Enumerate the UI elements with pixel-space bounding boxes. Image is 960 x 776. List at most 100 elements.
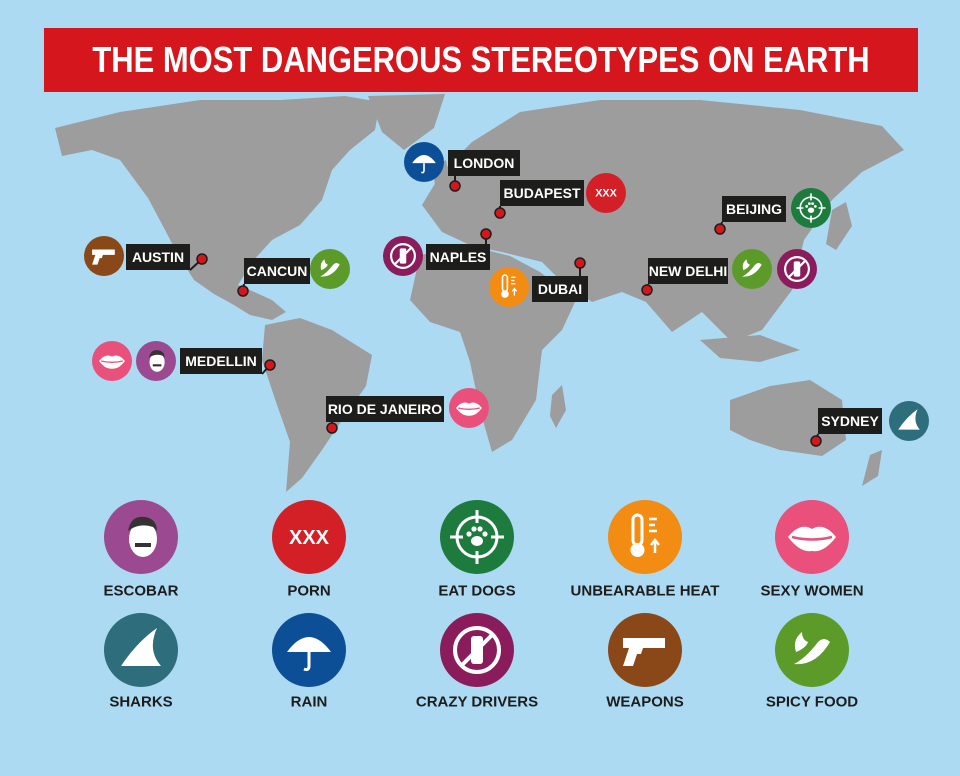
stereotype-icon [889,401,929,441]
toe [813,204,817,208]
hair [128,516,157,531]
stereotype-icon [489,267,529,307]
face [149,352,165,372]
legend-label: PORN [287,583,330,600]
city-label-box [722,196,786,222]
legend-label: EAT DOGS [438,583,515,600]
handle [303,652,311,672]
stereotype-icon [136,341,176,381]
stereotype-icon [383,236,423,276]
title-banner [44,28,918,92]
fin [121,628,161,666]
toe [805,204,809,208]
legend-label: SEXY WOMEN [760,583,863,600]
no-slash [393,246,413,266]
city-dot [326,422,338,434]
city-label-box [326,396,444,422]
no-slash [787,259,807,279]
city-label: RIO DE JANEIRO [328,401,442,417]
no-slash [459,632,495,668]
legend-label: RAIN [291,694,328,711]
city-dot [641,284,653,296]
legend-label: CRAZY DRIVERS [416,694,538,711]
icon-circle [586,173,626,213]
north-america [55,96,380,320]
toe [471,526,477,532]
legend-label: SHARKS [109,694,172,711]
stereotype-icon [92,341,132,381]
city-label: BEIJING [726,201,782,217]
legend-label: ESCOBAR [103,583,178,600]
fin [898,409,920,430]
umbrella [412,154,436,164]
city-label: CANCUN [247,263,308,279]
icon-circle [272,500,346,574]
city-label: AUSTIN [132,249,184,265]
icon-text: XXX [595,188,617,200]
gun [623,638,665,666]
city-label-box [532,276,588,302]
mustache [152,364,162,367]
toe [477,526,483,532]
toe [482,531,488,537]
scale [649,517,660,553]
legend-label: UNBEARABLE HEAT [571,583,720,600]
bulb [630,543,645,557]
city-markers: LONDON BUDAPEST XXX BEIJING AUSTIN CANCUN NAPL… [84,142,929,447]
no-sign [453,626,501,674]
stereotype-icon [404,142,444,182]
city-dot [714,223,726,235]
legend-label: WEAPONS [606,694,684,711]
city-label: DUBAI [538,281,582,297]
city-dot [264,359,276,371]
city-dot [196,253,208,265]
pepper [742,263,762,277]
stereotype-icon [775,613,849,687]
flame [320,259,328,271]
greenland [368,94,445,150]
stereotype-icon [775,500,849,574]
flame [794,632,808,652]
city-label-box [818,408,882,434]
no-sign [784,256,810,282]
city-label: NAPLES [430,249,487,265]
legend: ESCOBAR XXX PORN EAT DOGS UNBEARABLE HEAT SEX… [103,500,864,711]
city-label-box [244,258,310,284]
handle [420,163,425,174]
city-dot [494,207,506,219]
pepper [320,263,340,277]
city-label: NEW DELHI [649,263,728,279]
city-label-box [448,150,520,176]
scale [511,276,518,296]
stereotype-icon [449,388,489,428]
mouth [791,535,833,541]
city-label: SYDNEY [821,413,879,429]
city-dot [480,228,492,240]
flame [742,259,750,271]
pepper [794,639,830,665]
city-label-box [180,348,262,374]
city-dot [810,435,822,447]
city-label-box [500,180,584,206]
hair [148,350,165,358]
stereotype-icon [272,613,346,687]
crosshair [450,510,504,564]
city-label: MEDELLIN [185,353,257,369]
south-america [262,318,372,492]
city-label: BUDAPEST [503,185,580,201]
toe [807,202,811,206]
icon-circle [608,500,682,574]
icon-circle [608,613,682,687]
toe [811,202,815,206]
city-label-box [426,244,490,270]
stereotype-icon [84,236,124,276]
stereotype-icon [732,249,772,289]
face [129,521,157,557]
city-dot [237,285,249,297]
stereotype-icon [310,249,350,289]
city-label-box [126,244,190,270]
city-label: LONDON [454,155,515,171]
stereotype-icon [608,500,682,574]
umbrella [287,637,331,652]
